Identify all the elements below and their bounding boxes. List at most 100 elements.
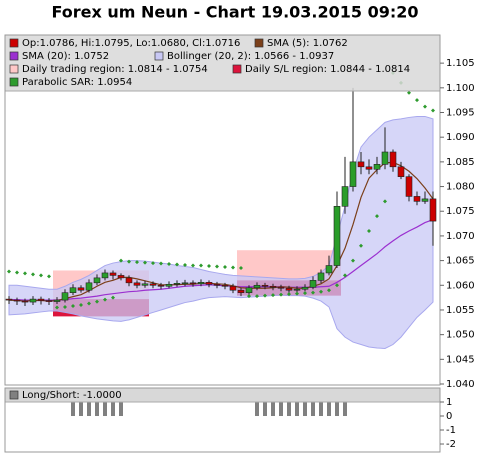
candle-body [77, 287, 85, 291]
y-tick-label: 1.065 [446, 256, 475, 267]
candle-body [213, 283, 221, 286]
y-tick-label: 1.050 [446, 330, 475, 341]
sar-dot [351, 258, 355, 263]
candle-body [277, 286, 285, 289]
candle-body [157, 284, 165, 287]
y-tick-label: 1.055 [446, 305, 475, 316]
bar [263, 402, 267, 417]
y-tick-label: 1.070 [446, 231, 475, 242]
candle-body [421, 198, 429, 202]
sar-dot [295, 291, 299, 296]
candle-body [197, 282, 205, 285]
bar [119, 402, 123, 417]
candle-body [293, 288, 301, 291]
bar [311, 402, 315, 417]
bar [295, 402, 299, 417]
bar [79, 402, 83, 417]
candle-body [429, 198, 437, 222]
bar [103, 402, 107, 417]
candle-body [149, 283, 157, 286]
plot-frame [4, 387, 441, 453]
candle-body [37, 298, 45, 301]
candle-body [349, 161, 357, 187]
bar [319, 402, 323, 417]
sar-dot [191, 263, 195, 268]
candle-body [237, 289, 245, 293]
sar-dot [63, 305, 67, 310]
candle-body [397, 166, 405, 177]
candle-body [269, 285, 277, 288]
bar [71, 402, 75, 417]
legend-label: Op:1.0786, Hi:1.0795, Lo:1.0680, Cl:1.07… [22, 38, 240, 49]
candle-body [389, 151, 397, 168]
sar-dot [247, 294, 251, 299]
sar-dot [215, 264, 219, 269]
legend-swatch [9, 64, 19, 74]
chart-title: Forex um Neun - Chart 19.03.2015 09:20 [51, 3, 418, 22]
candle-body [165, 283, 173, 287]
legend-swatch [9, 38, 19, 48]
sar-dot [71, 304, 75, 309]
candle-body [365, 166, 373, 170]
candle-body [285, 287, 293, 291]
sar-dot [143, 260, 147, 265]
bar [111, 402, 115, 417]
candle-body [29, 298, 37, 303]
bar [327, 402, 331, 417]
sar-dot [239, 266, 243, 271]
legend-swatch [254, 38, 264, 48]
legend-label: Daily S/L region: 1.0844 - 1.0814 [245, 64, 410, 75]
candle-body [245, 287, 253, 293]
candle-body [229, 285, 237, 291]
candle-body [13, 299, 21, 302]
legend-swatch [9, 390, 19, 400]
sar-dot [431, 108, 435, 113]
y-tick-label: 1 [446, 397, 452, 408]
sar-dot [127, 259, 131, 264]
candle-body [93, 277, 101, 284]
candle-body [325, 265, 333, 274]
bar [279, 402, 283, 417]
y-tick-label: 1.040 [446, 379, 475, 390]
sar-dot [335, 283, 339, 288]
candle-body [189, 282, 197, 285]
y-tick-label: 1.100 [446, 83, 475, 94]
y-tick-label: 1.075 [446, 206, 475, 217]
sar-dot [415, 98, 419, 103]
sar-dot [159, 261, 163, 266]
sar-dot [423, 104, 427, 109]
candle-body [341, 186, 349, 207]
legend-label: Long/Short: -1.0000 [22, 390, 122, 401]
y-tick-label: 0 [446, 411, 452, 422]
candle-body [173, 283, 181, 285]
sar-dot [31, 272, 35, 277]
candle-body [5, 298, 13, 301]
legend-swatch [154, 51, 164, 61]
sar-dot [95, 299, 99, 304]
sar-dot [7, 269, 11, 274]
candle-body [317, 272, 325, 281]
sar-dot [271, 293, 275, 298]
candle-body [125, 277, 133, 284]
sar-dot [151, 261, 155, 266]
sar-dot [287, 292, 291, 297]
candle-body [381, 151, 389, 165]
sar-dot [311, 290, 315, 295]
bar [343, 402, 347, 417]
candle-body [413, 196, 421, 202]
sar-dot [303, 291, 307, 296]
bar [95, 402, 99, 417]
candle-body [109, 272, 117, 276]
sar-dot [383, 199, 387, 204]
candle-body [101, 272, 109, 279]
candle-body [53, 299, 61, 302]
bar [303, 402, 307, 417]
sar-dot [119, 258, 123, 263]
sar-dot [183, 263, 187, 268]
sar-dot [231, 265, 235, 270]
sar-dot [39, 273, 43, 278]
candle-body [133, 282, 141, 286]
line-sma20 [9, 219, 434, 301]
legend-label: Daily trading region: 1.0814 - 1.0754 [22, 64, 208, 75]
candle-body [21, 300, 29, 303]
